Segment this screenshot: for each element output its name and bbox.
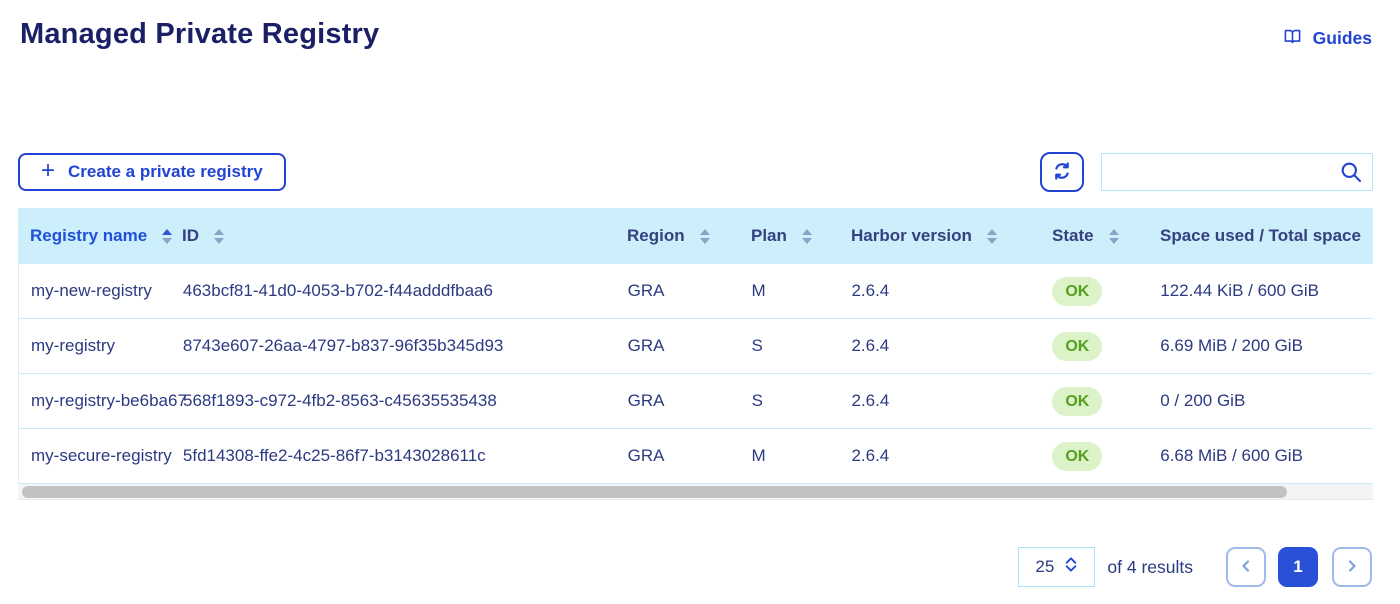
cell-plan: S	[751, 336, 763, 355]
cell-state: OK	[1052, 386, 1160, 416]
cell-plan: S	[751, 391, 763, 410]
cell-harbor-version: 2.6.4	[851, 391, 890, 410]
status-badge: OK	[1052, 441, 1103, 471]
cell-harbor-version: 2.6.4	[851, 446, 890, 465]
page-size-value: 25	[1035, 557, 1055, 576]
cell-id: 463bcf81-41d0-4053-b702-f44adddfbaa6	[182, 281, 493, 300]
cell-space-used: 6.68 MiB / 600 GiB	[1160, 446, 1303, 465]
sort-arrows-icon	[162, 228, 173, 244]
chevron-right-icon	[1344, 558, 1360, 577]
page-title: Managed Private Registry	[20, 18, 380, 50]
cell-region: GRA	[627, 391, 665, 410]
table-content: Registry name ID Region Plan Harbor vers…	[18, 208, 1373, 484]
cell-space-used: 122.44 KiB / 600 GiB	[1160, 281, 1320, 300]
cell-region: GRA	[627, 446, 665, 465]
chevron-up-down-icon	[1064, 555, 1078, 579]
table-row: my-registry 8743e607-26aa-4797-b837-96f3…	[18, 319, 1373, 374]
guides-label: Guides	[1312, 28, 1372, 48]
registries-table: Registry name ID Region Plan Harbor vers…	[18, 208, 1373, 500]
plus-icon: +	[41, 157, 56, 184]
cell-region: GRA	[627, 281, 665, 300]
toolbar-right	[1040, 152, 1373, 192]
refresh-button[interactable]	[1040, 152, 1084, 192]
scrollbar-thumb[interactable]	[22, 486, 1287, 498]
chevron-left-icon	[1238, 558, 1254, 577]
book-icon	[1282, 26, 1303, 51]
create-registry-button[interactable]: + Create a private registry	[18, 153, 286, 191]
cell-registry-name: my-registry-be6ba67	[31, 391, 187, 410]
cell-registry-name: my-secure-registry	[31, 446, 172, 465]
table-row: my-secure-registry 5fd14308-ffe2-4c25-86…	[18, 429, 1373, 484]
sort-arrows-icon	[986, 228, 997, 244]
page-1-button[interactable]: 1	[1278, 547, 1318, 587]
create-registry-label: Create a private registry	[68, 162, 263, 181]
column-header-harbor-version[interactable]: Harbor version	[851, 208, 1052, 264]
table-row: my-registry-be6ba67 568f1893-c972-4fb2-8…	[18, 374, 1373, 429]
column-header-id[interactable]: ID	[182, 208, 627, 264]
status-badge: OK	[1052, 276, 1103, 306]
status-badge: OK	[1052, 331, 1103, 361]
cell-space-used: 0 / 200 GiB	[1160, 391, 1246, 410]
page-size-select[interactable]: 25	[1018, 547, 1096, 587]
top-bar: Managed Private Registry Guides	[0, 0, 1400, 51]
sort-arrows-icon	[1108, 228, 1119, 244]
prev-page-button[interactable]	[1226, 547, 1266, 587]
cell-id: 8743e607-26aa-4797-b837-96f35b345d93	[182, 336, 504, 355]
cell-registry-name: my-registry	[31, 336, 116, 355]
cell-harbor-version: 2.6.4	[851, 336, 890, 355]
cell-harbor-version: 2.6.4	[851, 281, 890, 300]
table-row: my-new-registry 463bcf81-41d0-4053-b702-…	[18, 264, 1373, 319]
cell-state: OK	[1052, 441, 1160, 471]
column-header-plan[interactable]: Plan	[751, 208, 851, 264]
column-header-registry-name[interactable]: Registry name	[18, 208, 182, 264]
cell-state: OK	[1052, 276, 1160, 306]
toolbar: + Create a private registry	[18, 152, 1373, 192]
status-badge: OK	[1052, 386, 1103, 416]
column-header-region[interactable]: Region	[627, 208, 751, 264]
next-page-button[interactable]	[1332, 547, 1372, 587]
cell-state: OK	[1052, 331, 1160, 361]
refresh-icon	[1052, 161, 1072, 184]
cell-plan: M	[751, 281, 766, 300]
table-header-row: Registry name ID Region Plan Harbor vers…	[18, 208, 1373, 264]
column-header-space-used[interactable]: Space used / Total space	[1160, 208, 1373, 264]
cell-registry-name: my-new-registry	[31, 281, 152, 300]
pagination: 25 of 4 results 1	[1018, 547, 1372, 587]
search-box	[1101, 153, 1373, 191]
sort-arrows-icon	[214, 228, 224, 244]
horizontal-scrollbar[interactable]	[18, 484, 1373, 500]
cell-id: 568f1893-c972-4fb2-8563-c45635535438	[183, 391, 497, 410]
sort-arrows-icon	[801, 228, 812, 244]
search-input[interactable]	[1101, 153, 1373, 191]
guides-link[interactable]: Guides	[1282, 26, 1372, 51]
search-icon[interactable]	[1339, 160, 1363, 189]
column-header-state[interactable]: State	[1052, 208, 1160, 264]
cell-space-used: 6.69 MiB / 200 GiB	[1160, 336, 1303, 355]
cell-plan: M	[751, 446, 766, 465]
results-count: of 4 results	[1107, 556, 1193, 577]
cell-id: 5fd14308-ffe2-4c25-86f7-b3143028611c	[182, 446, 486, 465]
cell-region: GRA	[627, 336, 665, 355]
sort-arrows-icon	[699, 228, 710, 244]
